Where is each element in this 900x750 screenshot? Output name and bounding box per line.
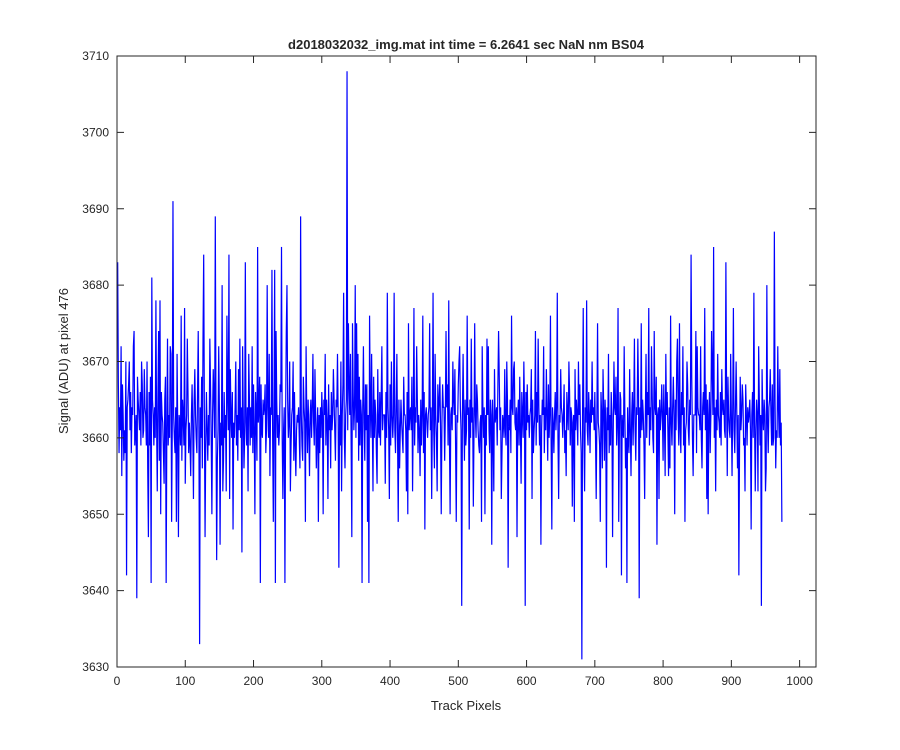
x-tick-label: 300 bbox=[312, 674, 332, 688]
data-layer bbox=[117, 71, 783, 660]
x-tick-label: 600 bbox=[517, 674, 537, 688]
y-axis-label: Signal (ADU) at pixel 476 bbox=[56, 288, 71, 434]
y-ticks: 3630 3640 3650 3660 3670 3680 3690 3700 3710 bbox=[82, 49, 816, 674]
x-tick-label: 1000 bbox=[786, 674, 813, 688]
y-tick-label: 3670 bbox=[82, 355, 109, 369]
y-tick-label: 3660 bbox=[82, 431, 109, 445]
x-axis-label: Track Pixels bbox=[431, 698, 502, 713]
x-tick-label: 900 bbox=[721, 674, 741, 688]
x-tick-label: 500 bbox=[448, 674, 468, 688]
y-tick-label: 3680 bbox=[82, 278, 109, 292]
chart-title: d2018032032_img.mat int time = 6.2641 se… bbox=[288, 37, 645, 52]
x-tick-label: 800 bbox=[653, 674, 673, 688]
y-tick-label: 3700 bbox=[82, 125, 109, 139]
x-tick-label: 400 bbox=[380, 674, 400, 688]
y-tick-label: 3630 bbox=[82, 660, 109, 674]
y-tick-label: 3640 bbox=[82, 584, 109, 598]
x-ticks: 0 100 200 300 400 500 600 700 800 900 1000 bbox=[114, 56, 813, 688]
x-tick-label: 0 bbox=[114, 674, 121, 688]
y-tick-label: 3690 bbox=[82, 202, 109, 216]
x-tick-label: 700 bbox=[585, 674, 605, 688]
x-tick-label: 100 bbox=[175, 674, 195, 688]
series-line-0 bbox=[117, 71, 783, 660]
y-tick-label: 3650 bbox=[82, 507, 109, 521]
x-tick-label: 200 bbox=[244, 674, 264, 688]
y-tick-label: 3710 bbox=[82, 49, 109, 63]
